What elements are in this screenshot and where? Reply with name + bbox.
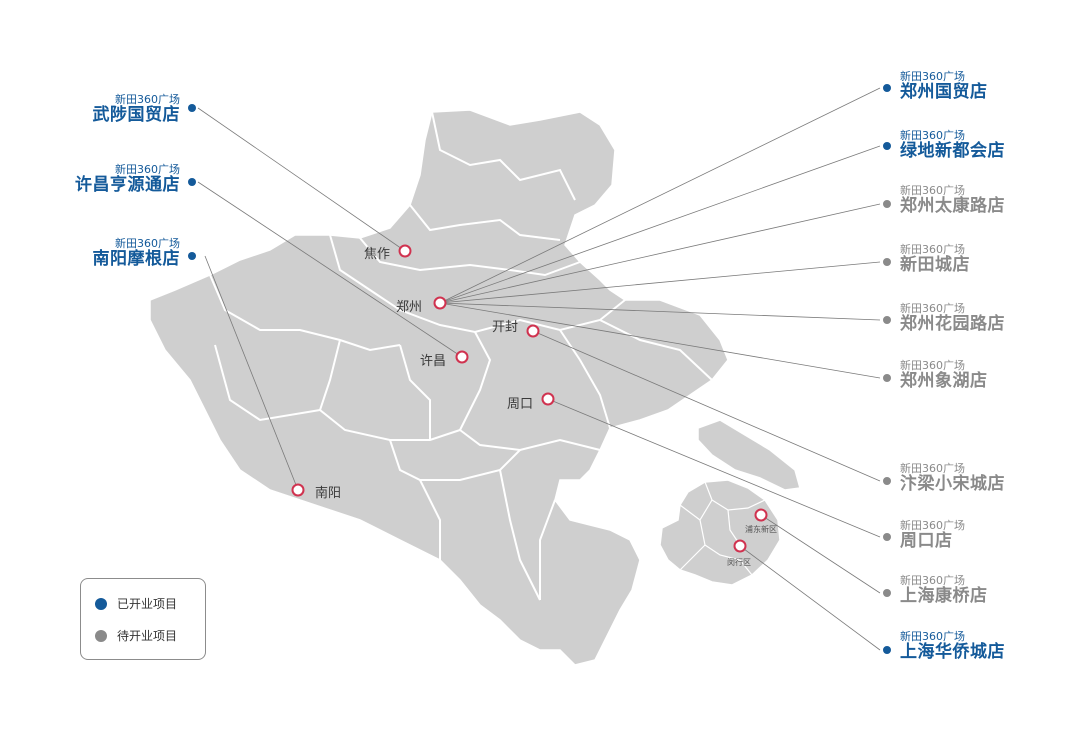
store-xuchang-hengyuantong: 新田360广场 许昌亨源通店 xyxy=(75,164,180,194)
city-label-jiaozuo: 焦作 xyxy=(364,247,391,262)
legend-dot-pending xyxy=(95,630,107,642)
store-brand: 新田360广场 xyxy=(900,519,965,532)
store-name: 郑州太康路店 xyxy=(900,196,1005,216)
status-dot-open xyxy=(883,84,891,92)
store-lvdi-xinduhui: 新田360广场 绿地新都会店 xyxy=(900,130,1005,160)
marker-pudong xyxy=(754,508,768,522)
store-zhoukou: 新田360广场 周口店 xyxy=(900,520,965,550)
status-dot-pending xyxy=(883,374,891,382)
store-name: 绿地新都会店 xyxy=(900,141,1005,161)
store-name: 南阳摩根店 xyxy=(92,249,180,269)
city-label-kaifeng: 开封 xyxy=(492,320,519,335)
marker-zhengzhou xyxy=(433,296,447,310)
store-brand: 新田360广场 xyxy=(900,630,965,643)
store-zhengzhou-taikanglu: 新田360广场 郑州太康路店 xyxy=(900,185,1005,215)
store-zhengzhou-guomao: 新田360广场 郑州国贸店 xyxy=(900,71,988,101)
store-brand: 新田360广场 xyxy=(900,129,965,142)
store-xintiancheng: 新田360广场 新田城店 xyxy=(900,244,970,274)
store-brand: 新田360广场 xyxy=(115,163,180,176)
store-brand: 新田360广场 xyxy=(900,70,965,83)
city-label-zhengzhou: 郑州 xyxy=(396,300,423,315)
store-brand: 新田360广场 xyxy=(900,243,965,256)
legend-label-pending: 待开业项目 xyxy=(117,629,178,643)
status-dot-open xyxy=(188,104,196,112)
shanghai-district-boundaries xyxy=(679,481,766,576)
marker-nanyang xyxy=(291,483,305,497)
store-name: 郑州国贸店 xyxy=(900,82,988,102)
store-name: 上海康桥店 xyxy=(900,586,988,606)
city-markers xyxy=(291,244,768,553)
city-label-nanyang: 南阳 xyxy=(315,486,342,501)
store-shanghai-huaqiaocheng: 新田360广场 上海华侨城店 xyxy=(900,631,1005,661)
store-name: 上海华侨城店 xyxy=(900,642,1005,662)
legend-row-open: 已开业项目 xyxy=(95,595,177,612)
internal-boundaries xyxy=(209,111,713,601)
store-zhengzhou-xianghu: 新田360广场 郑州象湖店 xyxy=(900,360,988,390)
store-name: 新田城店 xyxy=(900,255,970,275)
status-dot-pending xyxy=(883,200,891,208)
status-dot-pending xyxy=(883,477,891,485)
district-label-minhang: 闵行区 xyxy=(727,558,751,567)
store-brand: 新田360广场 xyxy=(900,184,965,197)
marker-jiaozuo xyxy=(398,244,412,258)
status-dot-open xyxy=(188,178,196,186)
shanghai-shape xyxy=(659,479,781,586)
city-label-xuchang: 许昌 xyxy=(420,354,447,369)
legend: 已开业项目 待开业项目 xyxy=(80,578,206,660)
store-wuzhi-guomao: 新田360广场 武陟国贸店 xyxy=(93,94,181,124)
status-dot-pending xyxy=(883,258,891,266)
status-dot-pending xyxy=(883,533,891,541)
legend-row-pending: 待开业项目 xyxy=(95,627,177,644)
store-name: 许昌亨源通店 xyxy=(75,175,180,195)
henan-province-shape xyxy=(149,109,729,666)
store-nanyang-mogen: 新田360广场 南阳摩根店 xyxy=(93,238,181,268)
store-brand: 新田360广场 xyxy=(900,462,965,475)
shanghai-island-shape xyxy=(697,419,801,491)
marker-minhang xyxy=(733,539,747,553)
status-dot-pending xyxy=(883,316,891,324)
store-shanghai-kangqiao: 新田360广场 上海康桥店 xyxy=(900,575,988,605)
status-dot-open xyxy=(188,252,196,260)
leader-lines xyxy=(197,87,881,651)
store-name: 郑州花园路店 xyxy=(900,314,1005,334)
store-zhengzhou-huayuanlu: 新田360广场 郑州花园路店 xyxy=(900,303,1005,333)
marker-kaifeng xyxy=(526,324,540,338)
district-label-pudong: 浦东新区 xyxy=(745,525,777,534)
city-label-zhoukou: 周口 xyxy=(507,397,534,412)
store-name: 郑州象湖店 xyxy=(900,371,988,391)
store-brand: 新田360广场 xyxy=(900,302,965,315)
marker-zhoukou xyxy=(541,392,555,406)
status-dot-open xyxy=(883,646,891,654)
marker-xuchang xyxy=(455,350,469,364)
store-name: 武陟国贸店 xyxy=(92,105,180,125)
legend-label-open: 已开业项目 xyxy=(117,597,178,611)
store-brand: 新田360广场 xyxy=(900,359,965,372)
legend-dot-open xyxy=(95,598,107,610)
store-bianliang-xiaosongcheng: 新田360广场 汴梁小宋城店 xyxy=(900,463,1005,493)
store-name: 周口店 xyxy=(900,531,953,551)
status-dot-pending xyxy=(883,589,891,597)
status-dot-open xyxy=(883,142,891,150)
store-brand: 新田360广场 xyxy=(115,237,180,250)
store-brand: 新田360广场 xyxy=(115,93,180,106)
store-brand: 新田360广场 xyxy=(900,574,965,587)
store-name: 汴梁小宋城店 xyxy=(900,474,1005,494)
